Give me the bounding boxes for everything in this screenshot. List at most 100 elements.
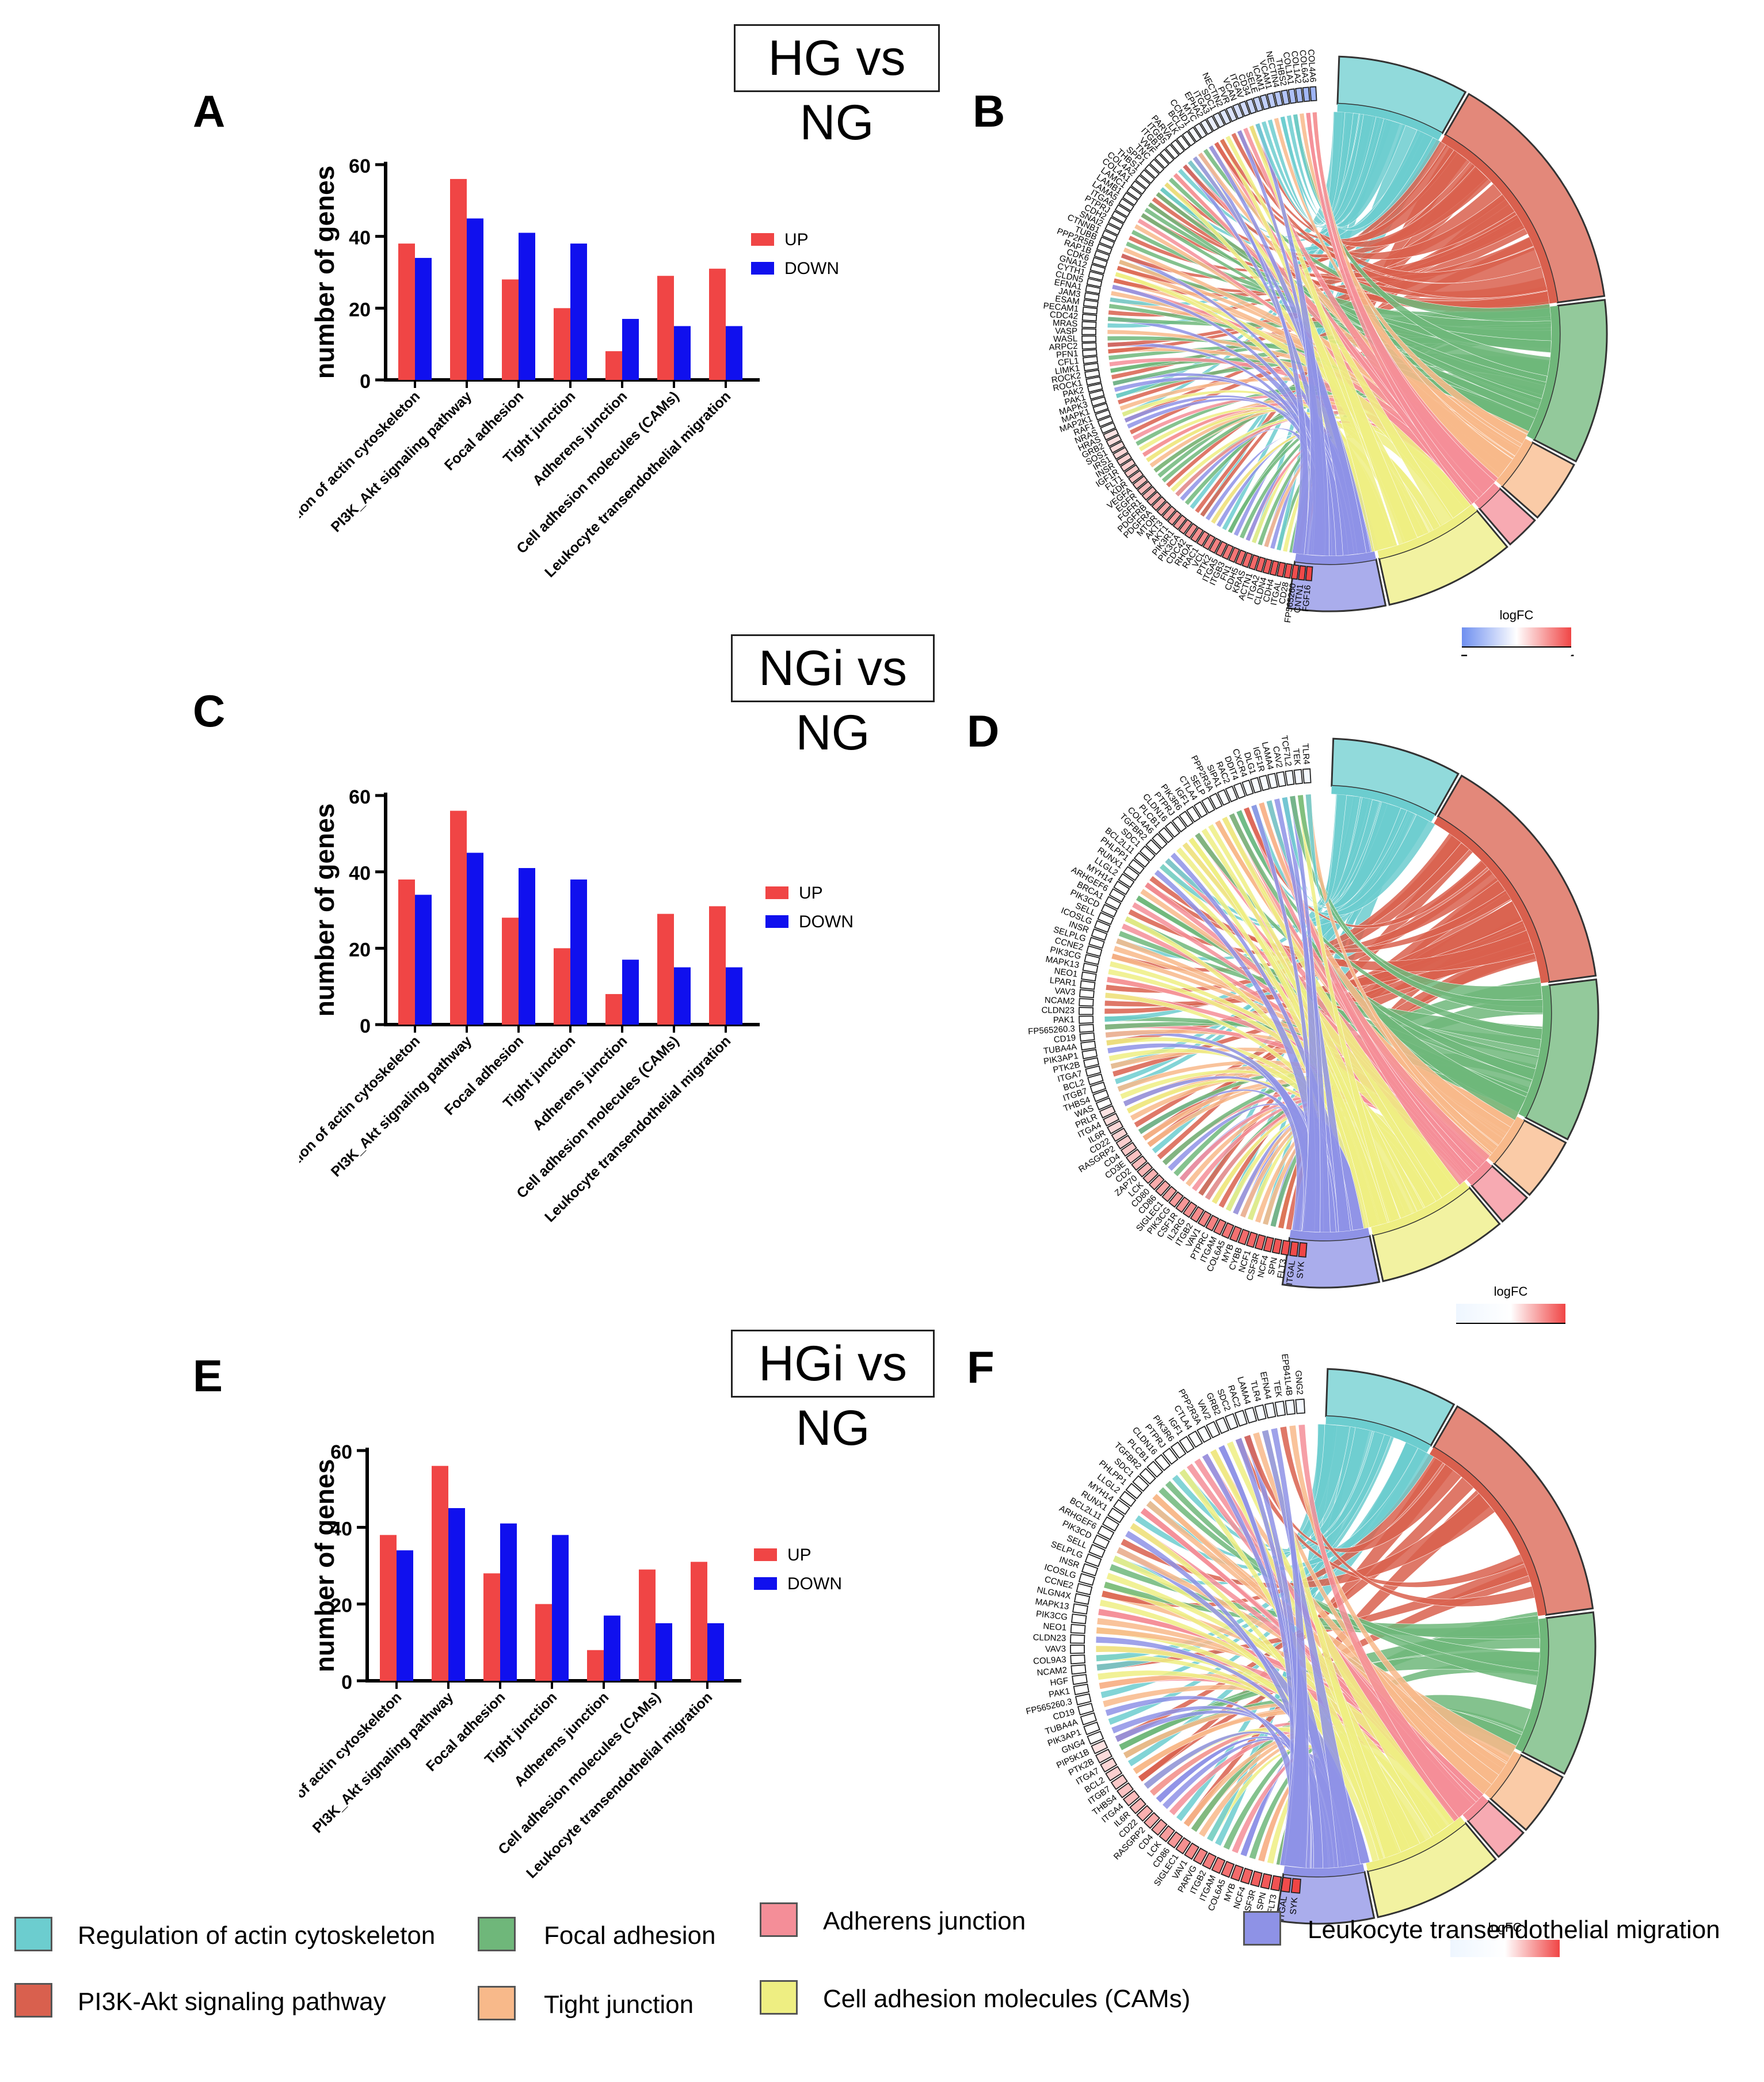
bar-down (570, 879, 587, 1025)
pathway-legend-swatch (478, 1986, 516, 2020)
gene-box (1149, 158, 1165, 174)
pathway-legend-swatch (478, 1917, 516, 1951)
pathway-inner-band (1466, 1160, 1492, 1186)
gene-box (1228, 546, 1240, 564)
gene-label: LIMK1 (1054, 363, 1080, 376)
gene-box (1078, 1573, 1096, 1586)
gene-label: WASL (1053, 334, 1077, 344)
chord-ribbon (1289, 795, 1331, 1233)
colorbar-min-label: -1 (1450, 1329, 1462, 1330)
x-tick-label: Leukocyte transendothelial migration (542, 388, 734, 580)
colorbar-title: logFC (1488, 1920, 1522, 1935)
x-tick-label: Adherens junction (529, 388, 630, 489)
gene-box (1175, 1837, 1191, 1855)
chord-diagram-f: SYKITGALFLT3SPNCSF3RNCF4MYBCOL6A5ITGAMIT… (1025, 1353, 1597, 1957)
chord-ribbons (1095, 1423, 1541, 1869)
gene-box (1099, 1105, 1116, 1119)
bar-down (570, 243, 587, 380)
gene-box (1234, 1410, 1248, 1427)
bar-up (535, 1604, 552, 1681)
gene-box (1095, 1748, 1113, 1764)
gene-box (1081, 321, 1097, 329)
gene-box (1245, 1231, 1258, 1249)
pathway-legend-label: Regulation of actin cytoskeleton (78, 1921, 436, 1950)
chord-ribbons (1107, 111, 1552, 557)
pathway-inner-band (1474, 483, 1500, 509)
gene-box (1269, 560, 1279, 576)
gene-box (1244, 1407, 1258, 1424)
gene-box (1245, 98, 1257, 115)
gene-box (1190, 1206, 1205, 1223)
gene-box (1132, 1475, 1149, 1492)
title-hgi-vs-ng: HGi vs NG (731, 1330, 935, 1456)
gene-box (1125, 1148, 1142, 1164)
bar-down (622, 319, 639, 380)
gene-box (1084, 1553, 1102, 1567)
pathway-inner-band (1283, 1864, 1365, 1877)
bar-up (709, 906, 726, 1025)
gene-box (1202, 534, 1216, 550)
gene-box (1193, 801, 1208, 819)
gene-box (1167, 1831, 1183, 1849)
gene-box (1071, 1613, 1087, 1624)
bar-down (726, 326, 742, 380)
pathway-inner-band (1488, 1116, 1525, 1164)
gene-box (1107, 216, 1124, 230)
gene-box (1126, 186, 1142, 200)
chord-ribbon (1182, 163, 1336, 557)
colorbar-title: logFC (1494, 1284, 1528, 1299)
gene-box (1083, 356, 1098, 364)
legend-label-down: DOWN (787, 1574, 842, 1593)
gene-label: TLR4 (1300, 743, 1312, 765)
pathway-inner-band (1484, 1751, 1521, 1799)
legend-label-down: DOWN (784, 259, 839, 278)
bar-up (432, 1466, 448, 1681)
gene-box (1289, 1241, 1300, 1257)
gene-box (1235, 549, 1247, 566)
colorbar (1456, 1304, 1565, 1323)
bar-up (657, 276, 674, 380)
legend-swatch-up (765, 886, 788, 899)
gene-box (1112, 446, 1129, 460)
gene-box (1150, 1818, 1168, 1836)
gene-box (1232, 103, 1244, 120)
panel-letter-d: D (967, 706, 1000, 756)
chord-ribbon (1111, 1706, 1331, 1869)
legend-swatch-down (765, 915, 788, 928)
pathway-legend-label: Leukocyte transendothelial migration (1308, 1916, 1720, 1944)
gene-box (1092, 402, 1109, 414)
bar-up (450, 178, 467, 380)
chord-ribbon (1279, 111, 1346, 224)
gene-box (1240, 1867, 1254, 1885)
chord-ribbon (1237, 130, 1492, 248)
gene-box (1132, 475, 1148, 490)
gene-box (1184, 1842, 1200, 1860)
gene-label: HGF (1050, 1676, 1069, 1688)
gene-box (1213, 1218, 1227, 1236)
gene-label: SYK (1295, 1261, 1306, 1279)
gene-box (1266, 92, 1277, 109)
colorbar (1462, 627, 1571, 647)
gene-label: LPAR1 (1049, 976, 1077, 988)
gene-label: NEO1 (1054, 966, 1079, 979)
gene-box (1095, 409, 1111, 421)
x-tick-label: Leukocyte transendothelial migration (523, 1689, 715, 1881)
gene-box (1285, 770, 1295, 786)
gene-box (1151, 832, 1168, 850)
gene-label: SYK (1289, 1897, 1300, 1914)
gene-box (1192, 1847, 1208, 1865)
gene-box (1094, 920, 1111, 933)
gene-box (1079, 989, 1095, 999)
gene-box (1083, 1721, 1100, 1735)
gene-box (1087, 1730, 1104, 1745)
pathway-inner-band (1515, 1617, 1548, 1752)
gene-box (1110, 1774, 1128, 1790)
y-axis-label: number of genes (310, 804, 340, 1017)
gene-box (1255, 556, 1266, 573)
gene-box (1088, 271, 1104, 281)
gene-label: CFL1 (1057, 356, 1079, 368)
gene-box (1229, 1225, 1243, 1243)
bar-up (709, 268, 726, 380)
gene-box (1212, 112, 1225, 128)
